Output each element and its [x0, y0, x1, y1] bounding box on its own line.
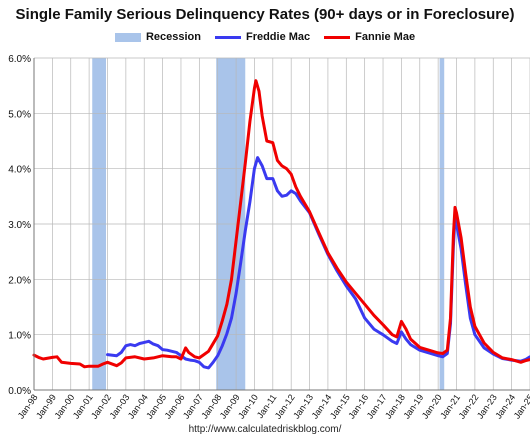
series-line-fannie-mae [32, 79, 530, 369]
legend-swatch-recession [114, 32, 141, 42]
legend-label-fannie-mae: Fannie Mae [355, 31, 416, 43]
legend: Recession Freddie Mac Fannie Mae [0, 31, 530, 43]
y-axis-ticks: 0.0% 1.0% 2.0% 3.0% 4.0% 5.0% 6.0% [8, 54, 31, 397]
legend-entry-fannie-mae: Fannie Mae [324, 31, 415, 43]
y-tick-label: 2.0% [8, 275, 31, 286]
gridlines [33, 57, 530, 390]
legend-entry-freddie-mac: Freddie Mac [214, 31, 311, 43]
y-tick-label: 3.0% [8, 220, 31, 231]
legend-label-recession: Recession [145, 31, 201, 43]
legend-swatch-fannie-mae [324, 35, 351, 39]
x-axis-ticks: Jan-98Jan-99Jan-00Jan-01Jan-02Jan-03Jan-… [16, 392, 530, 420]
legend-swatch-freddie-mac [214, 35, 241, 39]
y-tick-label: 5.0% [8, 109, 31, 120]
series-lines [32, 79, 530, 370]
y-tick-label: 1.0% [8, 331, 31, 342]
legend-entry-recession: Recession [114, 31, 201, 43]
y-tick-label: 6.0% [8, 54, 31, 65]
legend-label-freddie-mac: Freddie Mac [245, 31, 311, 43]
y-tick-label: 0.0% [8, 386, 31, 397]
chart-title: Single Family Serious Delinquency Rates … [15, 6, 515, 23]
y-tick-label: 4.0% [8, 165, 31, 176]
source-url: http://www.calculatedriskblog.com/ [188, 424, 342, 435]
